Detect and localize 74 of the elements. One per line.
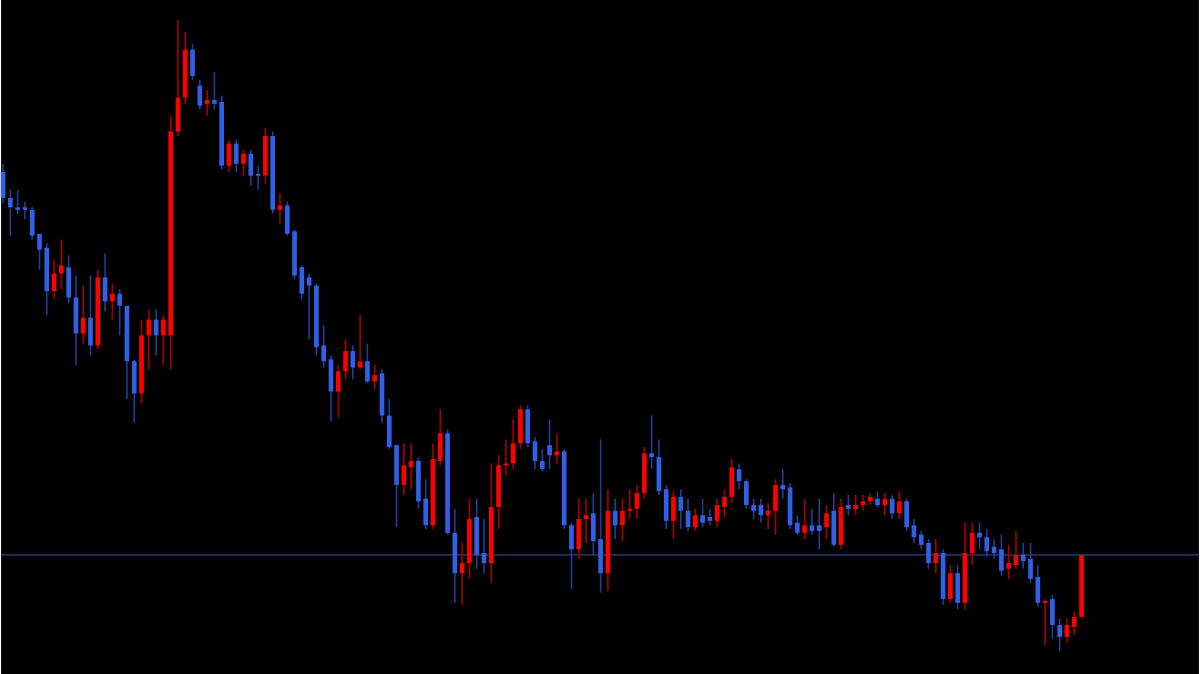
candlestick [15, 188, 20, 215]
candlestick [729, 457, 735, 504]
candlestick [955, 563, 960, 610]
candlestick [306, 272, 312, 340]
candlestick [1057, 617, 1063, 652]
candlestick [751, 497, 756, 520]
candlestick [926, 537, 931, 570]
candlestick [744, 478, 749, 510]
candlestick [802, 497, 807, 540]
candlestick [233, 138, 239, 173]
candlestick [984, 527, 990, 558]
candlestick [671, 490, 676, 540]
candlestick [496, 454, 501, 530]
candlestick [569, 521, 574, 590]
candlestick [816, 497, 822, 550]
candlestick [641, 445, 647, 500]
candlestick [343, 338, 348, 380]
candlestick [620, 497, 625, 542]
candlestick [1071, 609, 1077, 636]
candlestick [357, 314, 363, 370]
candlestick [700, 497, 705, 528]
candlestick [853, 493, 858, 516]
candlestick [773, 478, 778, 536]
candlestick [117, 288, 122, 336]
candlestick [547, 418, 552, 470]
candlestick [765, 502, 771, 530]
candlestick [722, 488, 727, 518]
candlestick [372, 363, 378, 390]
candlestick [263, 126, 268, 184]
candlestick [59, 238, 64, 290]
candlestick [146, 308, 152, 370]
candlestick [576, 497, 582, 560]
candlestick [627, 488, 633, 520]
candlestick [518, 404, 523, 450]
candlestick [933, 537, 939, 574]
candlestick [809, 507, 815, 536]
candlestick [539, 447, 545, 472]
candlestick [999, 533, 1004, 576]
candlestick [474, 497, 480, 570]
candlestick [1006, 543, 1012, 580]
candlestick [1050, 593, 1055, 640]
candlestick [846, 493, 851, 516]
candlestick [977, 521, 982, 550]
candlestick [241, 148, 246, 177]
candlestick [190, 42, 195, 81]
candlestick [277, 192, 283, 225]
candlestick [22, 200, 28, 220]
candlestick [182, 30, 188, 105]
candlestick [110, 282, 115, 321]
candlestick [467, 497, 472, 580]
candlestick [197, 78, 203, 110]
candlestick [8, 188, 13, 237]
candlestick [248, 148, 254, 187]
candlestick [66, 254, 71, 304]
candlestick [131, 358, 137, 424]
candlestick [612, 497, 618, 540]
candlestick [88, 274, 93, 356]
candlestick [948, 563, 953, 604]
candlestick [882, 491, 888, 516]
candlestick [693, 507, 698, 532]
candlestick [969, 521, 975, 566]
candlestick [897, 490, 902, 520]
candlestick [598, 438, 603, 594]
candlestick [365, 342, 370, 384]
candlestick [649, 414, 654, 470]
candlestick [831, 491, 837, 548]
candlestick [80, 284, 86, 345]
candlestick [904, 497, 909, 532]
candlestick [44, 242, 50, 316]
candlestick [678, 488, 684, 530]
candlestick [714, 497, 720, 528]
candlestick [1035, 563, 1041, 608]
candlestick [824, 503, 829, 540]
candlestick [335, 363, 341, 418]
